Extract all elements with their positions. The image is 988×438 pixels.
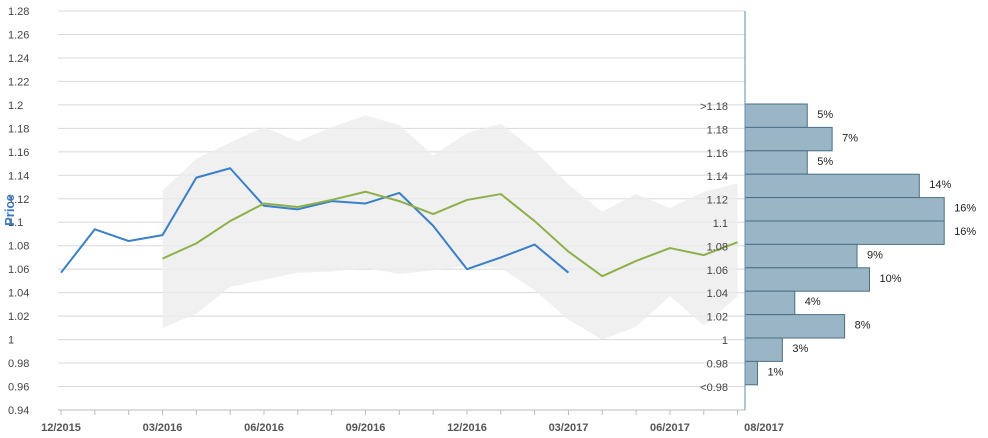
histogram-percent-label: 9% (867, 249, 883, 261)
histogram-percent-label: 3% (792, 343, 808, 355)
green-price-line (162, 190, 738, 278)
y-tick-label: 1.06 (8, 264, 29, 276)
histogram-bin-label: 1.16 (707, 148, 728, 160)
y-tick-label: 0.94 (8, 405, 29, 417)
x-tick-label: 08/2017 (744, 422, 784, 434)
histogram-bar (744, 290, 796, 316)
y-tick-label: 1.14 (8, 170, 29, 182)
histogram-bin-label: 1 (722, 335, 728, 347)
histogram-bar (744, 197, 945, 222)
y-tick-label: 1.12 (8, 194, 29, 206)
y-tick-label: 1.16 (8, 147, 29, 159)
y-tick-label: 1.28 (8, 6, 29, 18)
histogram-bin-label: 1.12 (707, 195, 728, 207)
histogram-bar (744, 126, 833, 152)
histogram-percent-label: 14% (929, 179, 951, 191)
histogram-bar (744, 150, 808, 175)
price-series (60, 167, 738, 278)
y-tick-label: 1.04 (8, 288, 29, 300)
distribution-histogram: 5%>1.187%1.185%1.1614%1.1416%1.1216%1.19… (700, 101, 976, 394)
histogram-bin-label: >1.18 (700, 101, 728, 113)
histogram-percent-label: 1% (767, 366, 783, 378)
histogram-bin-label: 1.06 (707, 265, 728, 277)
histogram-bin-label: <0.98 (700, 382, 728, 394)
histogram-percent-label: 10% (880, 273, 902, 285)
histogram-percent-label: 5% (817, 109, 833, 121)
histogram-bar (744, 337, 783, 362)
y-tick-label: 1.26 (8, 29, 29, 41)
histogram-bin-label: 0.98 (707, 358, 728, 370)
histogram-bar (744, 267, 870, 292)
y-tick-label: 1.08 (8, 241, 29, 253)
histogram-percent-label: 4% (805, 296, 821, 308)
histogram-bar (744, 243, 858, 269)
histogram-percent-label: 7% (842, 132, 858, 144)
histogram-bin-label: 1.02 (707, 312, 728, 324)
forecast-band (162, 115, 738, 340)
histogram-bar (744, 314, 846, 339)
y-tick-label: 0.98 (8, 358, 29, 370)
histogram-bar (744, 360, 758, 386)
histogram-bin-label: 1.08 (707, 241, 728, 253)
y-tick-label: 0.96 (8, 382, 29, 394)
y-tick-label: 1.02 (8, 311, 29, 323)
y-tick-label: 1.18 (8, 123, 29, 135)
x-tick-label: 03/2017 (549, 422, 589, 434)
y-tick-label: 1.1 (8, 217, 23, 229)
axes: 1.28 1.26 1.24 1.22 1.2 1.18 1.16 1.14 1.12 1.1 1.… (8, 6, 784, 434)
x-tick-label: 06/2016 (244, 422, 284, 434)
y-tick-label: 1.2 (8, 100, 23, 112)
histogram-percent-label: 16% (954, 203, 976, 215)
forecast-band-area (162, 115, 738, 340)
y-tick-label: 1.24 (8, 53, 29, 65)
x-tick-label: 12/2015 (41, 422, 81, 434)
histogram-bar (744, 173, 920, 199)
histogram-bin-label: 1.04 (707, 288, 728, 300)
x-tick-label: 09/2016 (346, 422, 386, 434)
histogram-percent-label: 8% (855, 320, 871, 332)
y-axis-label: Price (2, 194, 17, 226)
y-tick-label: 1 (8, 335, 14, 347)
x-tick-label: 06/2017 (650, 422, 690, 434)
histogram-bar (744, 220, 945, 245)
x-tick-label: 03/2016 (143, 422, 183, 434)
histogram-percent-label: 5% (817, 156, 833, 168)
histogram-percent-label: 16% (954, 226, 976, 238)
histogram-bin-label: 1.14 (707, 171, 728, 183)
blue-price-line (60, 167, 570, 274)
x-tick-label: 12/2016 (447, 422, 487, 434)
histogram-bin-label: 1.1 (713, 218, 728, 230)
histogram-bar (744, 103, 808, 128)
y-tick-label: 1.22 (8, 76, 29, 88)
histogram-bin-label: 1.18 (707, 124, 728, 136)
